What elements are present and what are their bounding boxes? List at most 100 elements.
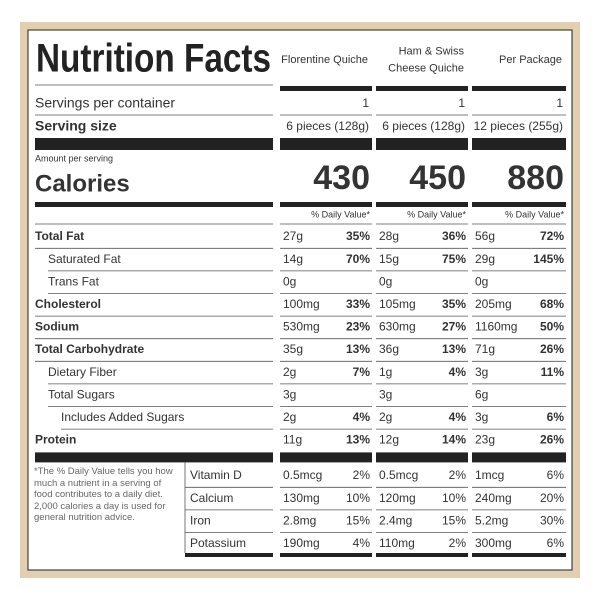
nutrient-amount: 11g: [283, 433, 302, 447]
bar: [472, 202, 566, 207]
amount-per-serving: Amount per serving: [35, 153, 113, 163]
vitamin-dv: 2%: [353, 468, 371, 482]
nutrient-amount: 3g: [283, 387, 296, 401]
bar: [35, 202, 273, 207]
nutrient-amount: 0g: [475, 274, 488, 288]
bar: [472, 452, 566, 463]
bar: [185, 553, 273, 557]
bar: [280, 202, 372, 207]
nutrient-amount: 3g: [379, 387, 392, 401]
vitamin-dv: 20%: [540, 491, 564, 505]
bar: [376, 86, 468, 91]
vitamin-dv: 2%: [449, 536, 467, 550]
nutrient-name: Cholesterol: [35, 297, 101, 311]
bar: [472, 553, 566, 557]
nutrient-amount: 0g: [283, 274, 296, 288]
vitamin-amount: 5.2mg: [475, 513, 508, 527]
nutrient-amount: 2g: [283, 410, 296, 424]
vitamin-amount: 1mcg: [475, 468, 504, 482]
nutrient-name: Sodium: [35, 320, 79, 334]
footnote: *The % Daily Value tells you how much a …: [34, 466, 173, 523]
vitamin-dv: 30%: [540, 513, 564, 527]
calories-value: 880: [507, 159, 564, 197]
nutrient-amount: 12g: [379, 433, 399, 447]
vitamin-amount: 110mg: [379, 536, 415, 550]
nutrient-dv: 36%: [442, 229, 466, 243]
nutrient-amount: 1g: [379, 365, 392, 379]
servings-label: Servings per container: [35, 95, 175, 111]
serving-size-value: 12 pieces (255g): [474, 119, 563, 133]
vitamin-amount: 240mg: [475, 491, 512, 505]
bar: [376, 202, 468, 207]
calories-label: Calories: [35, 170, 130, 197]
vitamin-dv: 15%: [442, 513, 466, 527]
panel: [27, 29, 573, 571]
nutrient-amount: 35g: [283, 342, 303, 356]
nutrient-dv: 13%: [346, 433, 370, 447]
bar: [35, 452, 273, 463]
nutrient-name: Saturated Fat: [48, 252, 121, 266]
nutrient-dv: 33%: [346, 297, 370, 311]
nutrient-dv: 6%: [547, 410, 565, 424]
servings-value: 1: [458, 96, 465, 110]
nutrient-amount: 205mg: [475, 297, 512, 311]
nutrient-dv: 50%: [540, 320, 564, 334]
nutrient-amount: 28g: [379, 229, 399, 243]
vitamin-dv: 2%: [449, 468, 467, 482]
serving-size-value: 6 pieces (128g): [382, 119, 465, 133]
nutrient-amount: 14g: [283, 252, 303, 266]
nutrient-amount: 530mg: [283, 320, 320, 334]
nutrient-dv: 35%: [346, 229, 370, 243]
nutrient-name: Includes Added Sugars: [61, 410, 184, 424]
nutrient-amount: 27g: [283, 229, 303, 243]
vitamin-amount: 2.4mg: [379, 513, 412, 527]
servings-value: 1: [556, 96, 563, 110]
vitamin-amount: 130mg: [283, 491, 320, 505]
nutrient-dv: 72%: [540, 229, 564, 243]
nutrient-dv: 68%: [540, 297, 564, 311]
bar: [35, 138, 273, 150]
vitamin-name: Potassium: [190, 536, 246, 550]
nutrient-dv: 75%: [442, 252, 466, 266]
vitamin-dv: 4%: [353, 536, 371, 550]
nutrient-amount: 100mg: [283, 297, 320, 311]
nutrient-amount: 3g: [475, 410, 488, 424]
nutrient-dv: 13%: [442, 342, 466, 356]
nutrient-name: Total Fat: [35, 229, 84, 243]
vitamin-dv: 6%: [547, 536, 565, 550]
bar: [472, 86, 566, 91]
nutrient-amount: 56g: [475, 229, 495, 243]
vitamin-amount: 300mg: [475, 536, 512, 550]
nutrient-amount: 105mg: [379, 297, 416, 311]
vitamin-name: Iron: [190, 513, 211, 527]
nutrient-amount: 2g: [283, 365, 296, 379]
nutrient-amount: 23g: [475, 433, 495, 447]
bar: [280, 86, 372, 91]
daily-value-header: % Daily Value*: [311, 209, 370, 219]
nutrient-amount: 3g: [475, 365, 488, 379]
vitamin-amount: 120mg: [379, 491, 416, 505]
nutrient-dv: 4%: [449, 410, 467, 424]
bar: [280, 138, 372, 150]
vitamin-name: Vitamin D: [190, 468, 242, 482]
title: Nutrition Facts: [36, 37, 271, 81]
nutrient-dv: 26%: [540, 342, 564, 356]
nutrient-amount: 15g: [379, 252, 399, 266]
nutrient-dv: 4%: [449, 365, 467, 379]
vitamin-dv: 10%: [346, 491, 370, 505]
nutrient-name: Total Carbohydrate: [35, 342, 144, 356]
footnote-box: *The % Daily Value tells you how much a …: [34, 466, 173, 523]
nutrient-dv: 35%: [442, 297, 466, 311]
daily-value-header: % Daily Value*: [505, 209, 564, 219]
vitamin-amount: 190mg: [283, 536, 320, 550]
bar: [472, 138, 566, 150]
vitamin-amount: 0.5mcg: [379, 468, 418, 482]
nutrient-dv: 14%: [442, 433, 466, 447]
nutrient-amount: 71g: [475, 342, 495, 356]
serving-size-label: Serving size: [35, 118, 117, 134]
nutrient-dv: 4%: [353, 410, 371, 424]
bar: [280, 452, 372, 463]
bar: [376, 452, 468, 463]
